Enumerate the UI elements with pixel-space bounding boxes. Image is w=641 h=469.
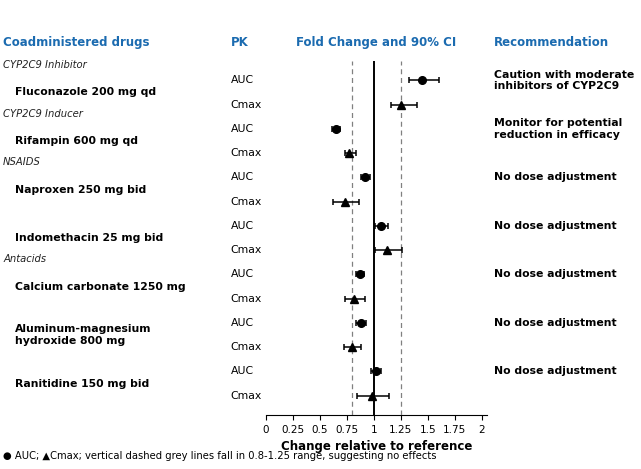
- Text: Cmax: Cmax: [231, 391, 262, 401]
- Text: AUC: AUC: [231, 366, 254, 377]
- Text: Cmax: Cmax: [231, 342, 262, 352]
- Text: Cmax: Cmax: [231, 294, 262, 303]
- Text: AUC: AUC: [231, 221, 254, 231]
- Text: Fold Change and 90% CI: Fold Change and 90% CI: [296, 36, 456, 49]
- Text: Ranitidine 150 mg bid: Ranitidine 150 mg bid: [15, 378, 149, 388]
- Text: Cmax: Cmax: [231, 148, 262, 158]
- Text: PK: PK: [231, 36, 249, 49]
- Text: No dose adjustment: No dose adjustment: [494, 318, 616, 328]
- Text: CYP2C9 Inhibitor: CYP2C9 Inhibitor: [3, 61, 87, 70]
- Text: Aluminum-magnesium
hydroxide 800 mg: Aluminum-magnesium hydroxide 800 mg: [15, 324, 151, 346]
- Text: Antacids: Antacids: [3, 254, 46, 265]
- Text: Naproxen 250 mg bid: Naproxen 250 mg bid: [15, 184, 146, 195]
- Text: AUC: AUC: [231, 124, 254, 134]
- Text: No dose adjustment: No dose adjustment: [494, 173, 616, 182]
- Text: Calcium carbonate 1250 mg: Calcium carbonate 1250 mg: [15, 281, 185, 292]
- Text: CYP2C9 Inducer: CYP2C9 Inducer: [3, 109, 83, 119]
- Text: AUC: AUC: [231, 76, 254, 85]
- Text: NSAIDS: NSAIDS: [3, 157, 41, 167]
- X-axis label: Change relative to reference: Change relative to reference: [281, 440, 472, 454]
- Text: AUC: AUC: [231, 173, 254, 182]
- Text: Cmax: Cmax: [231, 99, 262, 110]
- Text: Monitor for potential
reduction in efficacy: Monitor for potential reduction in effic…: [494, 118, 622, 140]
- Text: AUC: AUC: [231, 269, 254, 280]
- Text: No dose adjustment: No dose adjustment: [494, 366, 616, 377]
- Text: Fluconazole 200 mg qd: Fluconazole 200 mg qd: [15, 88, 156, 98]
- Text: No dose adjustment: No dose adjustment: [494, 269, 616, 280]
- Text: Cmax: Cmax: [231, 197, 262, 207]
- Text: Indomethacin 25 mg bid: Indomethacin 25 mg bid: [15, 233, 163, 243]
- Text: Cmax: Cmax: [231, 245, 262, 255]
- Text: No dose adjustment: No dose adjustment: [494, 221, 616, 231]
- Text: Coadministered drugs: Coadministered drugs: [3, 36, 150, 49]
- Text: ● AUC; ▲Cmax; vertical dashed grey lines fall in 0.8-1.25 range, suggesting no e: ● AUC; ▲Cmax; vertical dashed grey lines…: [3, 451, 437, 461]
- Text: Rifampin 600 mg qd: Rifampin 600 mg qd: [15, 136, 138, 146]
- Text: Recommendation: Recommendation: [494, 36, 609, 49]
- Text: Caution with moderate
inhibitors of CYP2C9: Caution with moderate inhibitors of CYP2…: [494, 69, 634, 91]
- Text: AUC: AUC: [231, 318, 254, 328]
